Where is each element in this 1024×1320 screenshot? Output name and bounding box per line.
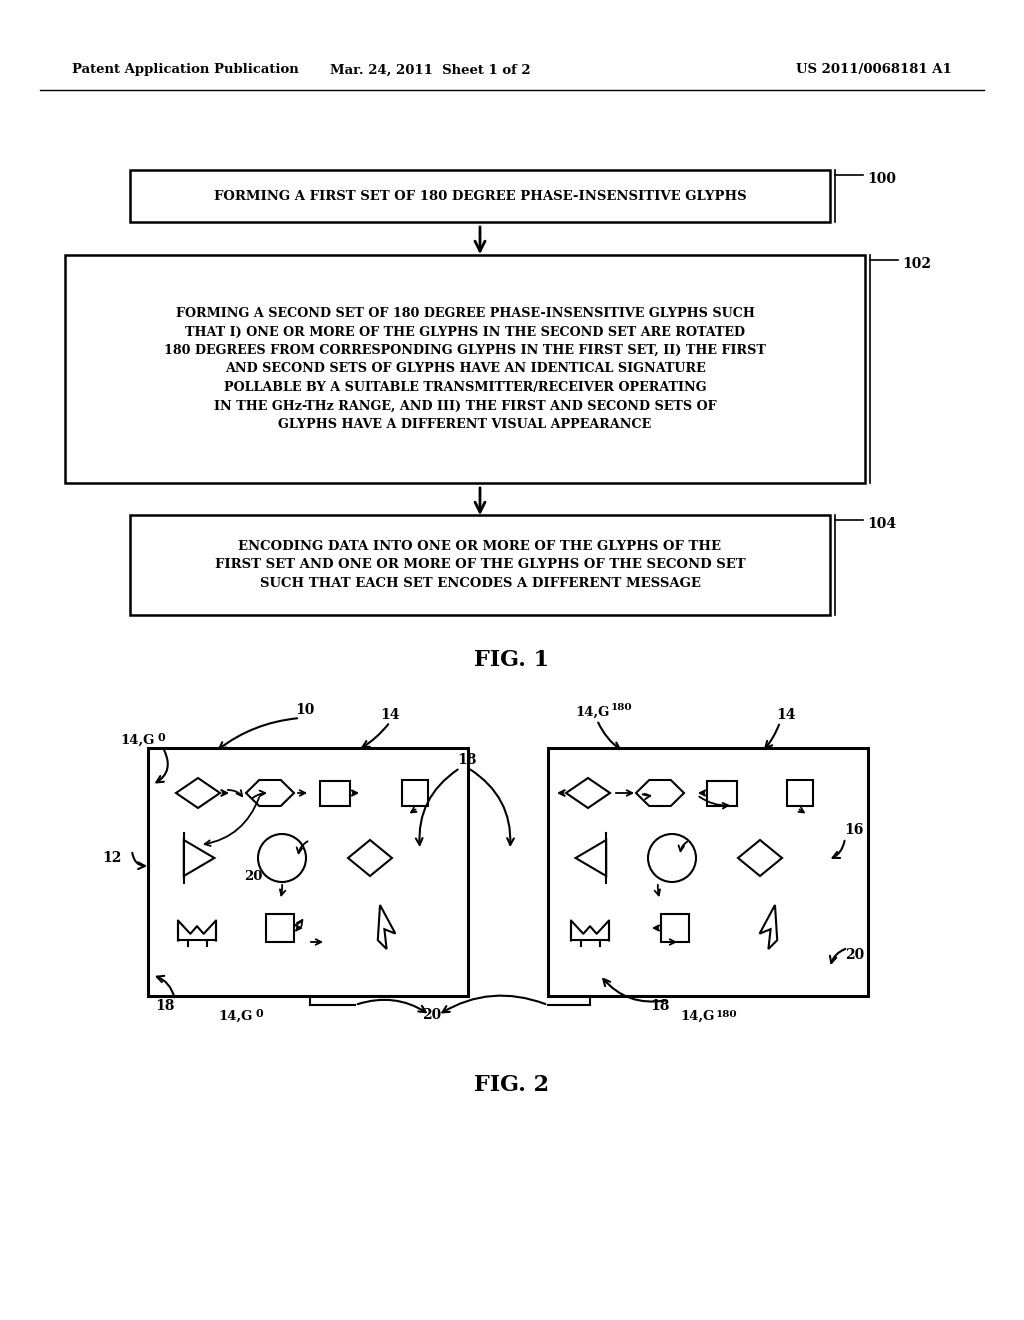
Bar: [148, 748, 468, 997]
Bar: [548, 748, 868, 997]
Text: 180: 180: [716, 1010, 737, 1019]
FancyArrowPatch shape: [297, 841, 307, 853]
FancyArrowPatch shape: [615, 791, 632, 796]
Text: FIG. 1: FIG. 1: [474, 649, 550, 671]
Text: 14,G: 14,G: [218, 1010, 252, 1023]
FancyArrowPatch shape: [679, 841, 687, 851]
FancyArrowPatch shape: [416, 770, 458, 845]
Text: ENCODING DATA INTO ONE OR MORE OF THE GLYPHS OF THE
FIRST SET AND ONE OR MORE OF: ENCODING DATA INTO ONE OR MORE OF THE GL…: [215, 540, 745, 590]
FancyArrowPatch shape: [296, 920, 302, 927]
Bar: [662, 913, 689, 942]
Text: 12: 12: [102, 851, 122, 865]
FancyArrowPatch shape: [157, 751, 168, 783]
FancyArrowPatch shape: [357, 999, 426, 1012]
Text: Patent Application Publication: Patent Application Publication: [72, 63, 299, 77]
Text: 20: 20: [244, 870, 262, 883]
Bar: [65, 255, 865, 483]
Text: 14,G: 14,G: [120, 734, 155, 747]
Bar: [787, 780, 813, 807]
Text: FIG. 2: FIG. 2: [474, 1074, 550, 1096]
Bar: [130, 170, 830, 222]
Text: 20: 20: [846, 948, 864, 962]
FancyArrowPatch shape: [252, 791, 265, 799]
Text: 0: 0: [255, 1008, 262, 1019]
Text: 14,G: 14,G: [680, 1010, 715, 1023]
FancyArrowPatch shape: [765, 725, 779, 748]
Text: 10: 10: [295, 704, 314, 717]
FancyArrowPatch shape: [157, 975, 174, 998]
Bar: [266, 913, 294, 942]
FancyArrowPatch shape: [132, 853, 145, 869]
Text: 14: 14: [380, 708, 399, 722]
Bar: [707, 780, 737, 805]
Text: 102: 102: [902, 257, 931, 271]
Bar: [130, 515, 830, 615]
Text: US 2011/0068181 A1: US 2011/0068181 A1: [797, 63, 952, 77]
Text: FORMING A FIRST SET OF 180 DEGREE PHASE-INSENSITIVE GLYPHS: FORMING A FIRST SET OF 180 DEGREE PHASE-…: [214, 190, 746, 202]
FancyArrowPatch shape: [603, 979, 666, 1002]
FancyArrowPatch shape: [205, 797, 259, 846]
FancyArrowPatch shape: [833, 841, 845, 858]
Text: 18: 18: [156, 999, 175, 1012]
Text: 14,G: 14,G: [575, 705, 609, 718]
Text: 100: 100: [867, 172, 896, 186]
Text: 18: 18: [458, 752, 477, 767]
FancyArrowPatch shape: [280, 884, 286, 895]
FancyArrowPatch shape: [310, 940, 322, 945]
FancyArrowPatch shape: [642, 793, 650, 799]
Text: 18: 18: [650, 999, 670, 1012]
FancyArrowPatch shape: [298, 791, 305, 796]
Text: FORMING A SECOND SET OF 180 DEGREE PHASE-INSENSITIVE GLYPHS SUCH
THAT I) ONE OR : FORMING A SECOND SET OF 180 DEGREE PHASE…: [164, 308, 766, 432]
FancyArrowPatch shape: [654, 884, 660, 895]
Text: 104: 104: [867, 517, 896, 531]
Text: 16: 16: [845, 822, 863, 837]
FancyArrowPatch shape: [442, 995, 546, 1012]
Text: 180: 180: [611, 704, 633, 711]
Bar: [319, 780, 350, 805]
Bar: [402, 780, 428, 807]
Text: 20: 20: [422, 1008, 441, 1022]
FancyArrowPatch shape: [699, 797, 728, 808]
FancyArrowPatch shape: [598, 722, 620, 748]
FancyArrowPatch shape: [663, 940, 675, 945]
Text: 14: 14: [776, 708, 796, 722]
FancyArrowPatch shape: [219, 718, 297, 748]
FancyArrowPatch shape: [470, 770, 514, 845]
Text: Mar. 24, 2011  Sheet 1 of 2: Mar. 24, 2011 Sheet 1 of 2: [330, 63, 530, 77]
FancyArrowPatch shape: [362, 725, 388, 747]
FancyArrowPatch shape: [227, 789, 242, 796]
Text: 0: 0: [157, 733, 165, 743]
FancyArrowPatch shape: [829, 949, 846, 964]
